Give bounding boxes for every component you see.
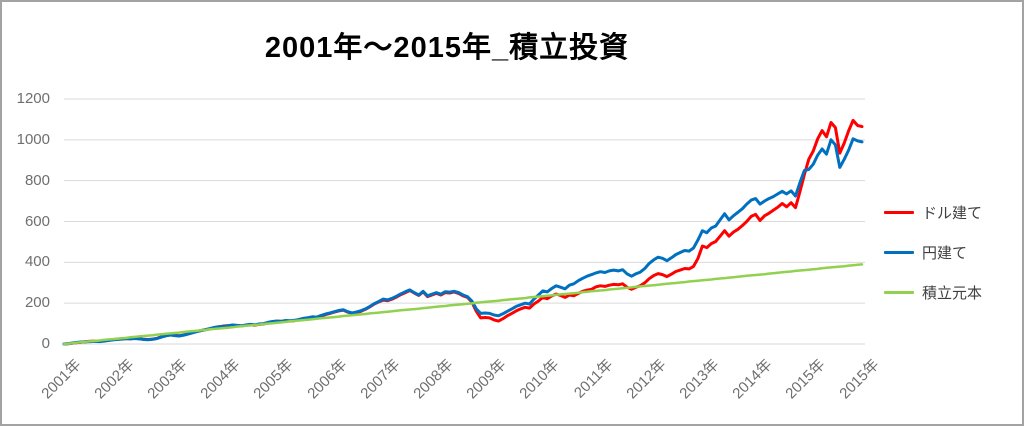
- series-dollar: [62, 118, 864, 346]
- y-axis-label: 1200: [16, 90, 50, 107]
- chart-title: 2001年～2015年_積立投資: [264, 32, 630, 64]
- y-axis-label: 400: [24, 253, 50, 271]
- y-axis-label: 0: [41, 335, 50, 352]
- legend-label-principal: 積立元本: [922, 285, 983, 302]
- legend-item-dollar: ドル建て: [884, 202, 982, 223]
- legend-swatch-yen: [884, 251, 914, 254]
- legend-item-yen: 円建て: [884, 242, 982, 263]
- series-yen: [62, 137, 864, 346]
- series-principal: [62, 263, 864, 346]
- legend-item-principal: 積立元本: [884, 282, 982, 303]
- legend-label-yen: 円建て: [922, 245, 968, 262]
- legend-label-dollar: ドル建て: [922, 205, 983, 222]
- y-axis-label: 800: [24, 171, 50, 189]
- y-axis-label: 1000: [16, 130, 50, 148]
- legend-swatch-dollar: [884, 211, 914, 214]
- y-axis-label: 200: [24, 294, 50, 312]
- legend-swatch-principal: [884, 291, 914, 294]
- legend: ドル建て 円建て 積立元本: [884, 202, 982, 303]
- y-axis-label: 600: [24, 212, 50, 230]
